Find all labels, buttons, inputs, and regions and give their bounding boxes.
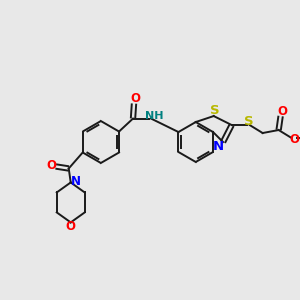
Text: S: S xyxy=(210,103,220,117)
Text: NH: NH xyxy=(145,110,163,121)
Text: S: S xyxy=(244,115,254,128)
Text: O: O xyxy=(130,92,140,105)
Text: O: O xyxy=(66,220,76,233)
Text: N: N xyxy=(71,175,81,188)
Text: O: O xyxy=(290,133,300,146)
Text: O: O xyxy=(47,159,57,172)
Text: N: N xyxy=(212,140,224,152)
Text: O: O xyxy=(278,105,288,118)
